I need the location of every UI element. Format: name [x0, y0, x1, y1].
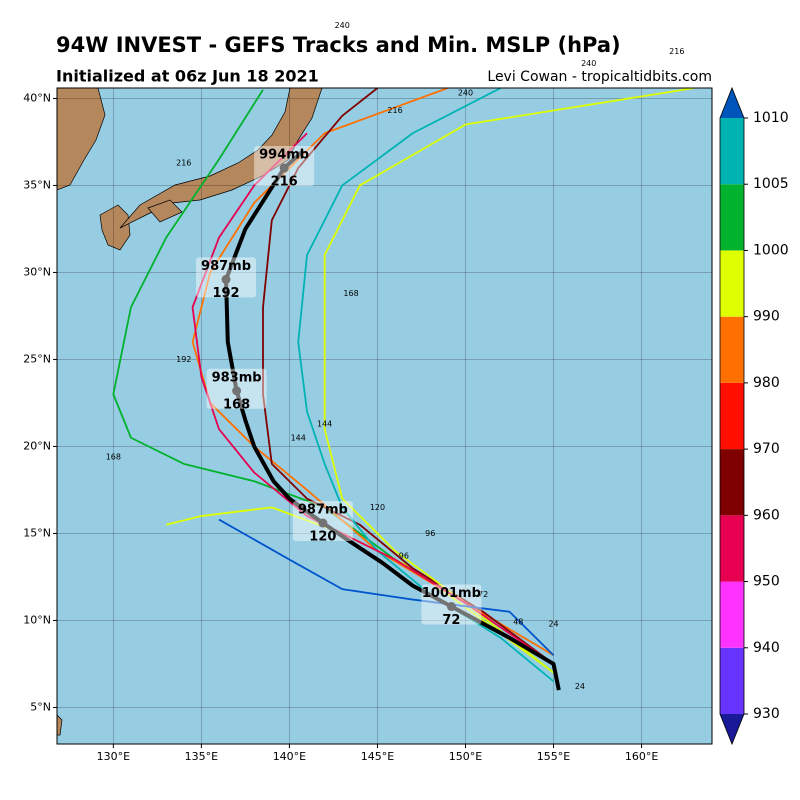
hour-label: 240 — [581, 59, 596, 68]
hour-label: 240 — [458, 89, 473, 98]
pressure-label: 994mb — [259, 148, 309, 163]
colorbar-under — [720, 714, 744, 744]
hour-label: 192 — [176, 355, 191, 364]
y-tick-label: 35°N — [23, 178, 51, 191]
colorbar-segment — [720, 647, 744, 714]
y-tick-label: 15°N — [23, 526, 51, 539]
hour-label: 120 — [370, 503, 385, 512]
member-track — [191, 132, 555, 665]
mean-track — [224, 149, 561, 691]
y-tick-label: 30°N — [23, 265, 51, 278]
hour-label: 48 — [513, 618, 523, 627]
x-tick-label: 160°E — [625, 750, 658, 763]
land — [57, 88, 323, 736]
colorbar-label: 1000 — [753, 242, 789, 258]
member-track — [323, 88, 695, 674]
colorbar-segment — [720, 515, 744, 582]
label-box — [421, 584, 482, 625]
x-tick-label: 150°E — [449, 750, 482, 763]
hour-label: 192 — [212, 286, 239, 301]
hour-label: 72 — [442, 613, 460, 628]
pressure-label: 983mb — [212, 370, 262, 385]
pressure-label: 987mb — [298, 503, 348, 518]
colorbar-segment — [720, 382, 744, 450]
y-tick-label: 5°N — [30, 700, 51, 713]
hour-label: 96 — [425, 529, 435, 538]
chart-title: 94W INVEST - GEFS Tracks and Min. MSLP (… — [56, 33, 621, 57]
hour-label: 216 — [176, 158, 191, 167]
x-tick-label: 145°E — [361, 750, 394, 763]
hour-label: 168 — [223, 397, 250, 412]
map-frame — [56, 87, 713, 745]
colorbar-segment — [720, 184, 744, 251]
colorbar-label: 1005 — [753, 176, 789, 192]
label-box — [206, 368, 267, 409]
mean-point — [279, 163, 289, 173]
colorbar-label: 960 — [753, 507, 780, 523]
y-tick-label: 40°N — [23, 91, 51, 104]
colorbar-label: 1010 — [753, 110, 789, 126]
label-box — [196, 257, 257, 298]
mean-point — [221, 274, 231, 284]
colorbar-label: 930 — [753, 706, 780, 722]
hour-label: 216 — [271, 175, 298, 190]
colorbar-label: 940 — [753, 640, 780, 656]
subtitle: Initialized at 06z Jun 18 2021 — [56, 67, 319, 86]
mean-point — [318, 518, 328, 528]
x-tick-label: 135°E — [185, 750, 218, 763]
colorbar-label: 970 — [753, 441, 780, 457]
colorbar-over — [720, 88, 744, 118]
hour-label: 240 — [335, 21, 350, 30]
colorbar-label: 980 — [753, 375, 780, 391]
pressure-label: 987mb — [201, 259, 251, 274]
mean-point — [232, 386, 242, 396]
colorbar-label: 950 — [753, 574, 780, 590]
label-box — [292, 501, 353, 542]
hour-label: 144 — [291, 433, 306, 442]
hour-label: 216 — [387, 106, 402, 115]
colorbar-segment — [720, 118, 744, 185]
colorbar-segment — [720, 250, 744, 317]
hour-label: 24 — [575, 682, 585, 691]
y-tick-label: 20°N — [23, 439, 51, 452]
y-tick-label: 10°N — [23, 613, 51, 626]
x-tick-label: 140°E — [273, 750, 306, 763]
mean-point — [446, 602, 456, 612]
hour-label: 168 — [106, 452, 121, 461]
x-tick-label: 155°E — [537, 750, 570, 763]
hour-label: 96 — [399, 552, 409, 561]
label-box — [254, 146, 315, 187]
hour-label: 144 — [317, 419, 332, 428]
y-tick-label: 25°N — [23, 352, 51, 365]
colorbar-segment — [720, 449, 744, 516]
pressure-label: 1001mb — [422, 586, 481, 601]
ocean — [57, 88, 712, 744]
member-track — [262, 88, 555, 665]
hour-label: 216 — [669, 47, 684, 56]
hour-label: 168 — [343, 289, 358, 298]
hour-label: 24 — [548, 619, 558, 628]
hour-label: 120 — [309, 530, 336, 545]
colorbar-segment — [720, 316, 744, 383]
colorbar-label: 990 — [753, 309, 780, 325]
x-tick-label: 130°E — [97, 750, 130, 763]
hour-label: 72 — [478, 590, 488, 599]
member-track — [218, 518, 555, 656]
colorbar-segment — [720, 581, 744, 648]
credit: Levi Cowan - tropicaltidbits.com — [487, 69, 712, 85]
